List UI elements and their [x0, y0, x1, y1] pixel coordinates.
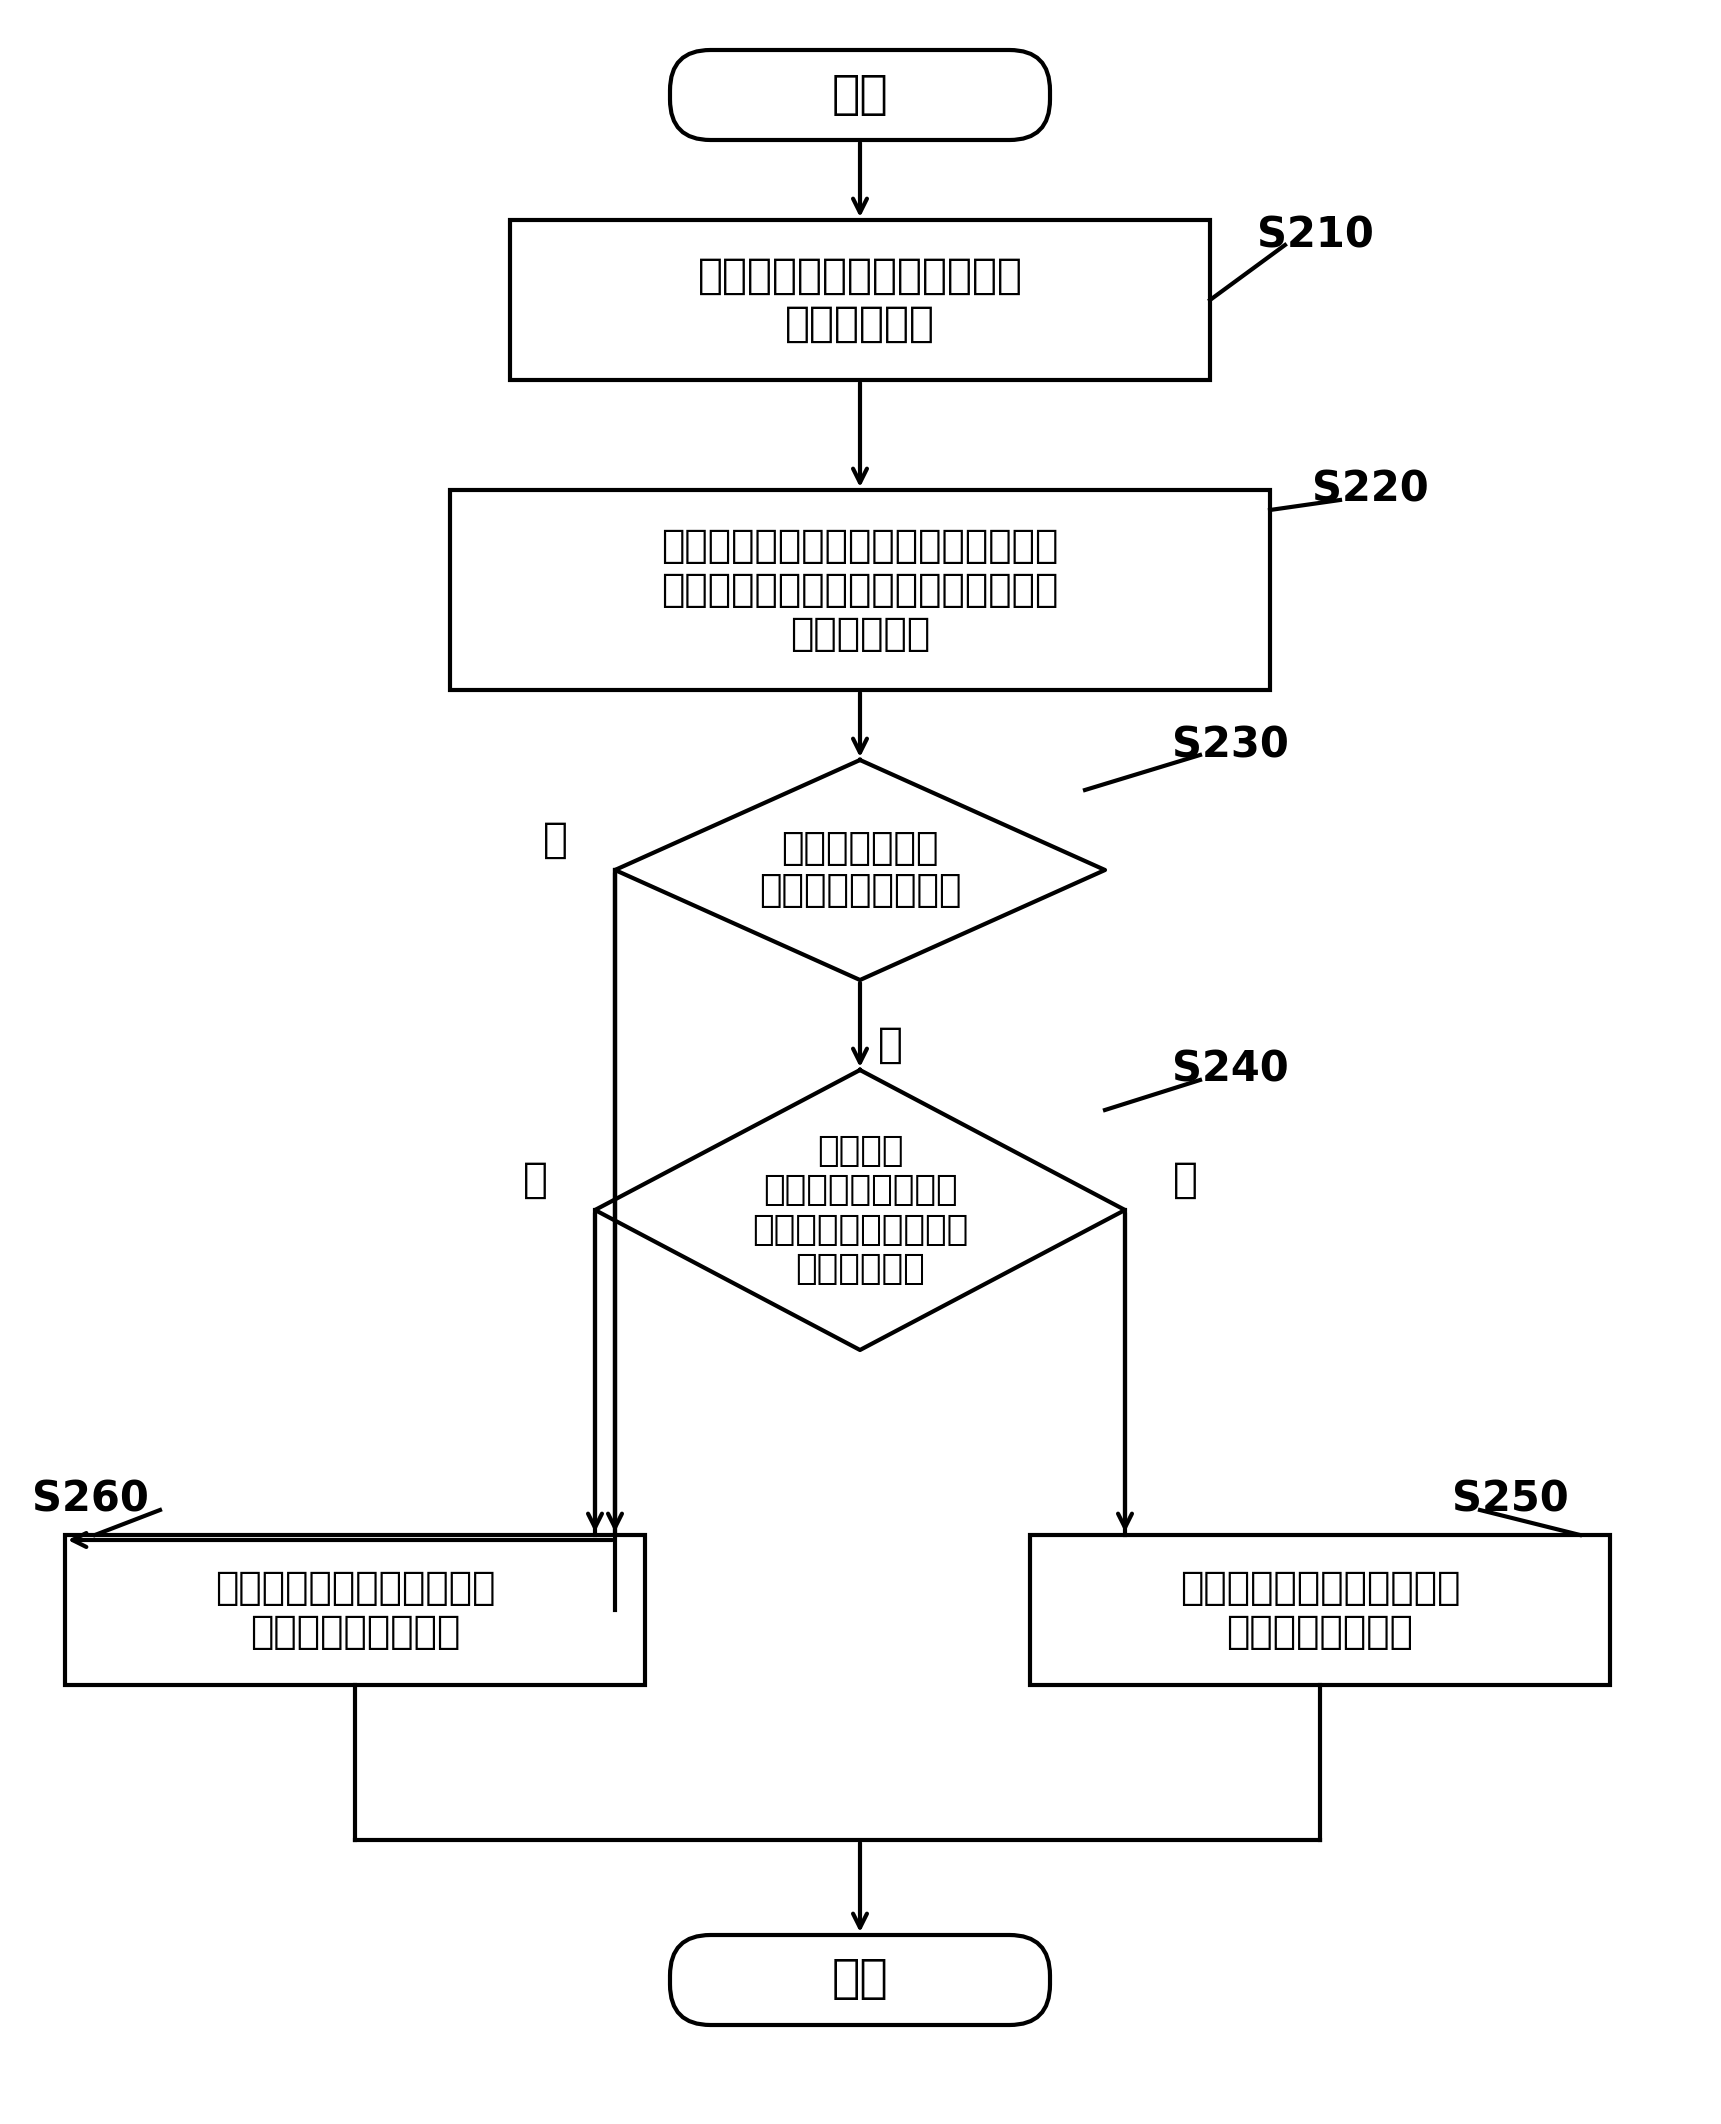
- Text: 与所述质量事件对象相对应
的质量事件未被触发: 与所述质量事件对象相对应 的质量事件未被触发: [215, 1570, 496, 1650]
- FancyBboxPatch shape: [669, 51, 1050, 140]
- Bar: [65, 1536, 645, 1684]
- Text: 开始: 开始: [831, 72, 888, 117]
- Text: 触发表达
式的值大于等于预定
阈值的持续时间大于等
于触发时间？: 触发表达 式的值大于等于预定 阈值的持续时间大于等 于触发时间？: [752, 1134, 969, 1287]
- Text: 是: 是: [1172, 1160, 1198, 1200]
- Text: S240: S240: [1172, 1049, 1289, 1092]
- Text: 是: 是: [878, 1024, 902, 1066]
- Text: 获得对铸体的质量产生影响的
过程参量的值: 获得对铸体的质量产生影响的 过程参量的值: [697, 255, 1022, 346]
- Text: S260: S260: [31, 1478, 148, 1521]
- Text: 根据预先创建的质量事件对象特征集中
的触发表达式和过程参量的值，计算触
发表达式的值: 根据预先创建的质量事件对象特征集中 的触发表达式和过程参量的值，计算触 发表达式…: [661, 527, 1058, 652]
- Bar: [509, 221, 1210, 380]
- Text: S220: S220: [1311, 469, 1428, 512]
- Text: 结束: 结束: [831, 1958, 888, 2003]
- Text: 否: 否: [523, 1160, 547, 1200]
- Text: 否: 否: [542, 820, 568, 860]
- Bar: [1029, 1536, 1611, 1684]
- Text: S210: S210: [1256, 215, 1373, 257]
- Text: 与所述质量事件对象相对应
的质量事件被触发: 与所述质量事件对象相对应 的质量事件被触发: [1181, 1570, 1459, 1650]
- Text: 触发表达式的值
大于等于预定阈值？: 触发表达式的值 大于等于预定阈值？: [759, 830, 962, 909]
- Bar: [449, 491, 1270, 690]
- Text: S250: S250: [1451, 1478, 1568, 1521]
- Text: S230: S230: [1172, 724, 1289, 767]
- FancyBboxPatch shape: [669, 1935, 1050, 2024]
